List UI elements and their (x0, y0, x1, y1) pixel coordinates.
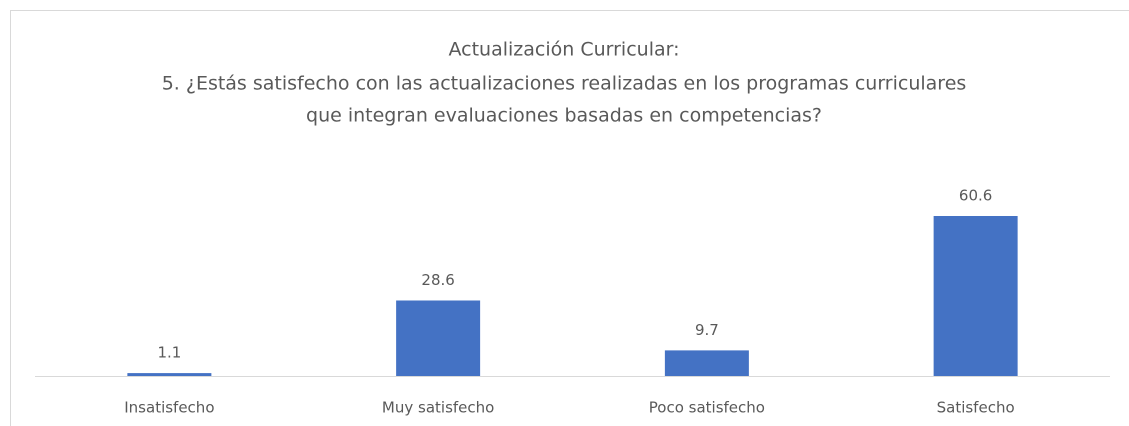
chart-title: 5. ¿Estás satisfecho con las actualizaci… (162, 73, 967, 95)
data-label: 9.7 (695, 321, 719, 339)
x-tick-label: Muy satisfecho (382, 399, 494, 417)
bar (396, 300, 481, 376)
x-tick-label: Satisfecho (937, 399, 1015, 417)
bar (127, 373, 212, 376)
data-label: 1.1 (157, 344, 181, 362)
data-label: 60.6 (959, 187, 992, 205)
data-label: 28.6 (421, 271, 454, 289)
x-tick-label: Poco satisfecho (649, 399, 765, 417)
bar (664, 350, 749, 376)
x-tick-label: Insatisfecho (124, 399, 214, 417)
chart-title: que integran evaluaciones basadas en com… (306, 105, 822, 127)
bar (933, 216, 1018, 376)
chart-title: Actualización Curricular: (448, 39, 679, 61)
